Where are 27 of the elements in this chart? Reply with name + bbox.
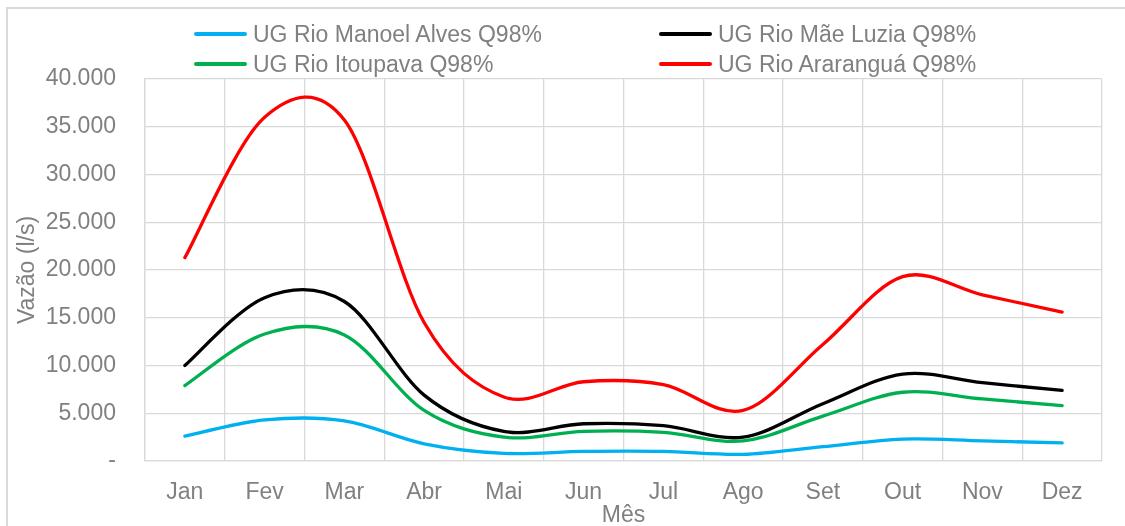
x-tick-label: Dez [1041,478,1083,505]
x-tick-label: Set [805,478,841,505]
y-tick-label: 5.000 [58,398,116,425]
legend-label: UG Rio Mãe Luzia Q98% [718,20,977,48]
y-tick-label: 30.000 [45,159,116,186]
y-tick-label: 40.000 [45,64,116,91]
legend-label: UG Rio Manoel Alves Q98% [253,20,542,48]
x-tick-label: Jun [565,478,603,505]
x-tick-label: Nov [961,478,1004,505]
x-tick-label: Ago [722,478,764,505]
x-tick-label: Mai [485,478,523,505]
y-axis-title: Vazão (l/s) [13,215,40,325]
x-tick-label: Out [884,478,922,505]
x-axis-title: Mês [601,500,646,526]
y-tick-label: 10.000 [45,350,116,377]
y-tick-label: 35.000 [45,112,116,139]
y-tick-label: - [108,446,116,473]
y-tick-label: 20.000 [45,255,116,282]
legend-label: UG Rio Itoupava Q98% [253,50,494,78]
x-tick-label: Jan [166,478,204,505]
y-tick-label: 15.000 [45,303,116,330]
x-tick-label: Abr [406,478,443,505]
y-tick-label: 25.000 [45,207,116,234]
legend-label: UG Rio Araranguá Q98% [718,50,977,78]
x-tick-label: Mar [324,478,365,505]
x-tick-label: Fev [245,478,285,505]
x-tick-label: Jul [648,478,679,505]
